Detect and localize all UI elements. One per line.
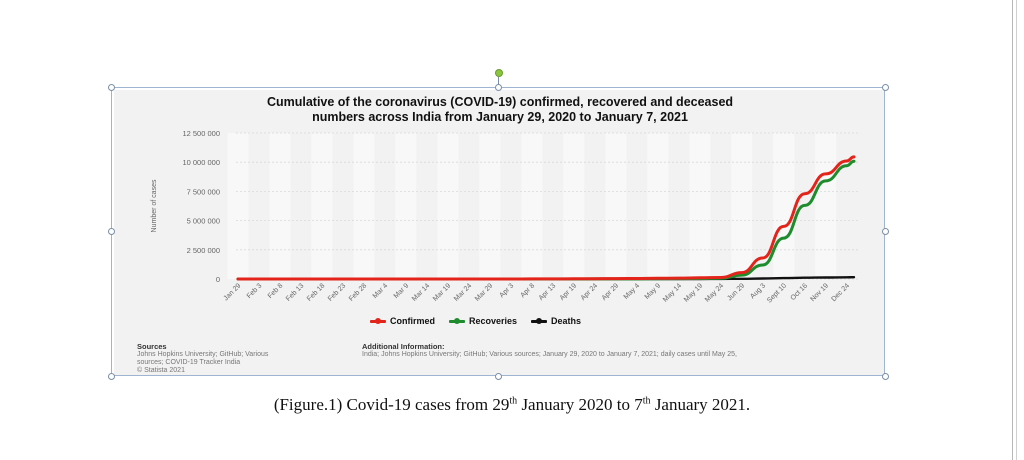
x-tick-label: May 24 bbox=[704, 282, 725, 303]
x-tick-label: Feb 8 bbox=[267, 282, 285, 300]
additional-info-block: Additional Information: India; Johns Hop… bbox=[362, 343, 884, 359]
y-tick-label: 2 500 000 bbox=[187, 246, 220, 255]
x-tick-label: Sept 10 bbox=[766, 282, 788, 304]
sources-line: Johns Hopkins University; GitHub; Variou… bbox=[137, 351, 269, 358]
chart-legend: Confirmed Recoveries Deaths bbox=[370, 316, 581, 326]
x-tick-label: Jun 29 bbox=[726, 282, 746, 302]
x-tick-label: Dec 24 bbox=[830, 282, 851, 303]
grid-band bbox=[815, 133, 837, 279]
grid-band bbox=[395, 133, 417, 279]
grid-band bbox=[773, 133, 795, 279]
x-tick-label: May 19 bbox=[683, 282, 704, 303]
grid-band bbox=[269, 133, 291, 279]
x-tick-label: Jan 29 bbox=[223, 282, 243, 302]
y-tick-label: 12 500 000 bbox=[182, 129, 220, 138]
grid-band bbox=[563, 133, 585, 279]
caption-middle: January 2020 to 7 bbox=[517, 395, 643, 414]
grid-band bbox=[227, 133, 249, 279]
x-tick-label: Mar 14 bbox=[411, 282, 431, 302]
grid-band bbox=[689, 133, 711, 279]
x-tick-label: Oct 16 bbox=[790, 282, 810, 302]
legend-label-recoveries: Recoveries bbox=[469, 316, 518, 326]
resize-handle-bottom-left[interactable] bbox=[108, 373, 115, 380]
sources-block: Sources Johns Hopkins University; GitHub… bbox=[137, 343, 327, 375]
x-tick-label: Mar 24 bbox=[453, 282, 473, 302]
sources-line: sources; COVID-19 Tracker India bbox=[137, 359, 241, 366]
caption-suffix: January 2021. bbox=[650, 395, 751, 414]
resize-handle-top-left[interactable] bbox=[108, 84, 115, 91]
resize-handle-bottom-right[interactable] bbox=[882, 373, 889, 380]
x-tick-label: Feb 28 bbox=[348, 282, 368, 302]
resize-handle-middle-right[interactable] bbox=[882, 228, 889, 235]
x-tick-label: Aug 3 bbox=[749, 282, 767, 300]
grid-band bbox=[605, 133, 627, 279]
caption-superscript: th bbox=[509, 395, 518, 407]
x-tick-label: Mar 29 bbox=[474, 282, 494, 302]
rotate-handle[interactable] bbox=[495, 69, 503, 77]
sources-heading: Sources bbox=[137, 342, 167, 351]
legend-marker-recoveries bbox=[449, 317, 465, 324]
x-tick-label: Apr 8 bbox=[519, 282, 536, 299]
grid-band bbox=[353, 133, 375, 279]
x-tick-label: Nov 19 bbox=[809, 282, 830, 303]
x-tick-label: Feb 18 bbox=[306, 282, 326, 302]
y-axis-title: Number of cases bbox=[151, 179, 158, 232]
page-edge-line-secondary bbox=[1016, 0, 1017, 460]
figure-caption: (Figure.1) Covid-19 cases from 29th Janu… bbox=[0, 395, 1024, 415]
grid-band bbox=[647, 133, 669, 279]
legend-marker-deaths bbox=[531, 317, 548, 324]
x-tick-label: Apr 24 bbox=[580, 282, 600, 302]
x-tick-label: Apr 13 bbox=[538, 282, 558, 302]
resize-handle-top-right[interactable] bbox=[882, 84, 889, 91]
legend-label-deaths: Deaths bbox=[551, 316, 582, 326]
x-tick-label: Apr 29 bbox=[601, 282, 621, 302]
x-tick-label: Mar 9 bbox=[393, 282, 411, 300]
rotation-stem bbox=[498, 77, 499, 87]
chart-title-line-2: numbers across India from January 29, 20… bbox=[312, 110, 688, 124]
resize-handle-bottom-center[interactable] bbox=[495, 373, 502, 380]
x-tick-label: Feb 13 bbox=[285, 282, 305, 302]
legend-marker-confirmed bbox=[370, 317, 386, 324]
grid-band bbox=[437, 133, 459, 279]
x-tick-label: Apr 19 bbox=[559, 282, 579, 302]
additional-info-text: India; Johns Hopkins University; GitHub;… bbox=[362, 351, 737, 358]
grid-band bbox=[521, 133, 543, 279]
legend-item-confirmed[interactable]: Confirmed bbox=[370, 316, 435, 326]
x-tick-label: May 4 bbox=[623, 282, 642, 301]
legend-item-deaths[interactable]: Deaths bbox=[531, 316, 581, 326]
series-line-confirmed bbox=[236, 155, 856, 281]
y-tick-label: 10 000 000 bbox=[182, 158, 220, 167]
legend-item-recoveries[interactable]: Recoveries bbox=[449, 316, 517, 326]
page-edge-line bbox=[1012, 0, 1013, 460]
x-tick-label: May 9 bbox=[644, 282, 663, 301]
grid-band bbox=[311, 133, 333, 279]
x-tick-label: Mar 19 bbox=[432, 282, 452, 302]
y-tick-label: 7 500 000 bbox=[187, 187, 220, 196]
chart-title: Cumulative of the coronavirus (COVID-19)… bbox=[150, 95, 850, 125]
additional-info-heading: Additional Information: bbox=[362, 343, 445, 351]
x-tick-label: Apr 3 bbox=[498, 282, 515, 299]
y-tick-label: 5 000 000 bbox=[187, 217, 220, 226]
caption-prefix: (Figure.1) Covid-19 cases from 29 bbox=[273, 395, 510, 414]
x-tick-label: Feb 3 bbox=[246, 282, 264, 300]
x-tick-label: Feb 23 bbox=[327, 282, 347, 302]
grid-band bbox=[479, 133, 501, 279]
legend-label-confirmed: Confirmed bbox=[390, 316, 435, 326]
x-tick-label: May 14 bbox=[662, 282, 683, 303]
resize-handle-top-center[interactable] bbox=[495, 84, 502, 91]
line-chart: 0 2 500 000 5 000 000 7 500 000 10 000 000 12… bbox=[151, 129, 860, 304]
resize-handle-middle-left[interactable] bbox=[108, 228, 115, 235]
chart-title-line-1: Cumulative of the coronavirus (COVID-19)… bbox=[266, 95, 734, 109]
caption-superscript: th bbox=[642, 395, 651, 407]
copyright-line: © Statista 2021 bbox=[137, 367, 185, 374]
y-tick-label: 0 bbox=[216, 275, 220, 284]
x-tick-label: Mar 4 bbox=[372, 282, 390, 300]
grid-band bbox=[731, 133, 753, 279]
